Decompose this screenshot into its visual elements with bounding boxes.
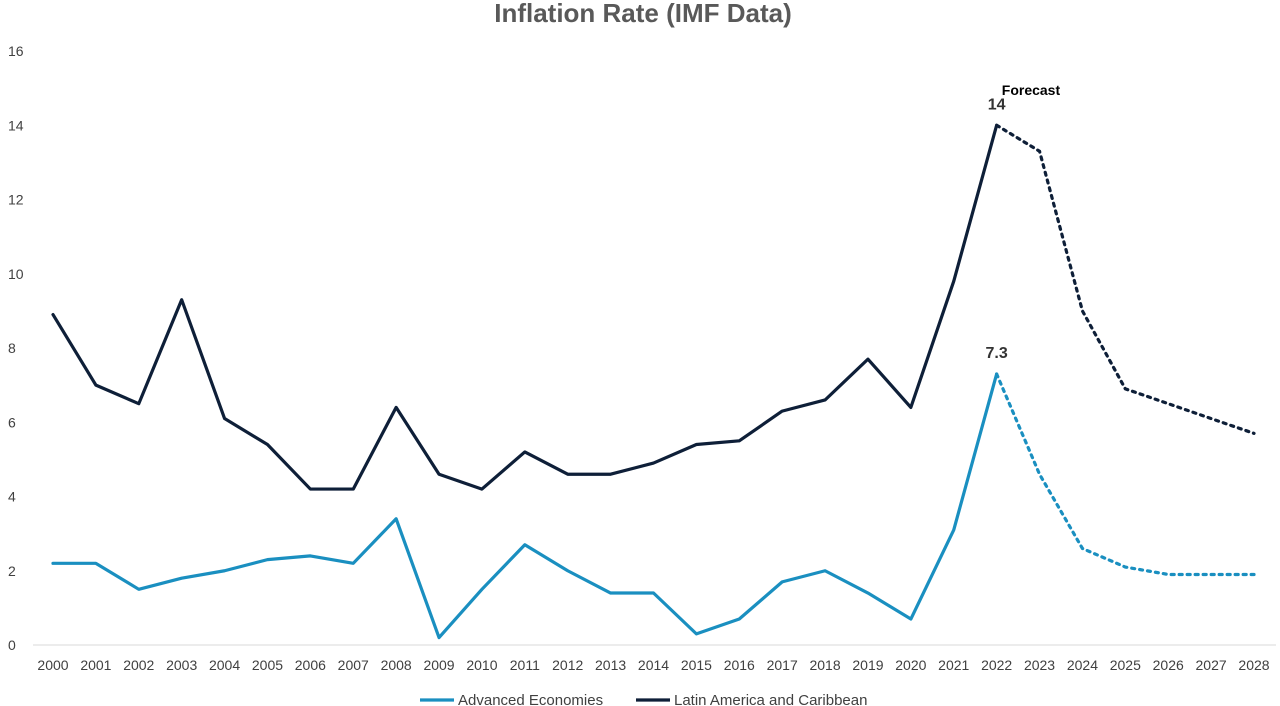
series-layer [51, 123, 1256, 640]
y-tick-label: 2 [8, 563, 16, 579]
series-advanced-economies [51, 372, 1256, 640]
x-tick-label: 2025 [1110, 657, 1141, 673]
x-tick-label: 2005 [252, 657, 283, 673]
x-tick-label: 2012 [552, 657, 583, 673]
x-tick-label: 2027 [1196, 657, 1227, 673]
series-line-actual [51, 372, 999, 640]
x-tick-label: 2006 [295, 657, 326, 673]
y-tick-label: 8 [8, 340, 16, 356]
chart-title: Inflation Rate (IMF Data) [494, 0, 792, 28]
x-axis: 2000 2001 2002 2003 2004 2005 2006 2007 2008 2009… [37, 657, 1269, 673]
y-tick-label: 12 [8, 192, 24, 208]
y-tick-label: 14 [8, 117, 24, 133]
legend-label: Latin America and Caribbean [674, 692, 867, 706]
x-tick-label: 2019 [852, 657, 883, 673]
x-tick-label: 2015 [681, 657, 712, 673]
legend: Advanced Economies Latin America and Cari… [420, 692, 867, 706]
x-tick-label: 2009 [423, 657, 454, 673]
series-latin-america-caribbean [51, 123, 1256, 491]
x-tick-label: 2021 [938, 657, 969, 673]
x-tick-label: 2026 [1153, 657, 1184, 673]
y-tick-label: 0 [8, 637, 16, 653]
x-tick-label: 2016 [724, 657, 755, 673]
series-line-actual [51, 123, 999, 491]
x-tick-label: 2010 [466, 657, 497, 673]
x-tick-label: 2028 [1238, 657, 1269, 673]
x-tick-label: 2001 [80, 657, 111, 673]
x-tick-label: 2004 [209, 657, 240, 673]
x-tick-label: 2002 [123, 657, 154, 673]
x-tick-label: 2014 [638, 657, 669, 673]
x-tick-label: 2020 [895, 657, 926, 673]
y-tick-label: 4 [8, 489, 16, 505]
y-tick-label: 10 [8, 266, 24, 282]
x-tick-label: 2011 [510, 657, 540, 673]
legend-item: Latin America and Caribbean [636, 692, 867, 706]
x-tick-label: 2017 [767, 657, 798, 673]
legend-label: Advanced Economies [458, 692, 603, 706]
forecast-label: Forecast [1002, 82, 1061, 98]
x-tick-label: 2022 [981, 657, 1012, 673]
legend-item: Advanced Economies [420, 692, 603, 706]
x-tick-label: 2024 [1067, 657, 1098, 673]
x-tick-label: 2013 [595, 657, 626, 673]
x-tick-label: 2007 [338, 657, 369, 673]
x-tick-label: 2018 [809, 657, 840, 673]
x-tick-label: 2008 [381, 657, 412, 673]
y-tick-label: 16 [8, 43, 24, 59]
x-tick-label: 2000 [37, 657, 68, 673]
x-tick-label: 2003 [166, 657, 197, 673]
data-label: 7.3 [986, 345, 1008, 362]
series-line-forecast [995, 123, 1256, 435]
y-tick-label: 6 [8, 414, 16, 430]
series-line-forecast [995, 372, 1256, 577]
data-label: 14 [988, 96, 1006, 113]
x-tick-label: 2023 [1024, 657, 1055, 673]
y-axis: 0 2 4 6 8 10 12 14 16 [8, 43, 24, 653]
